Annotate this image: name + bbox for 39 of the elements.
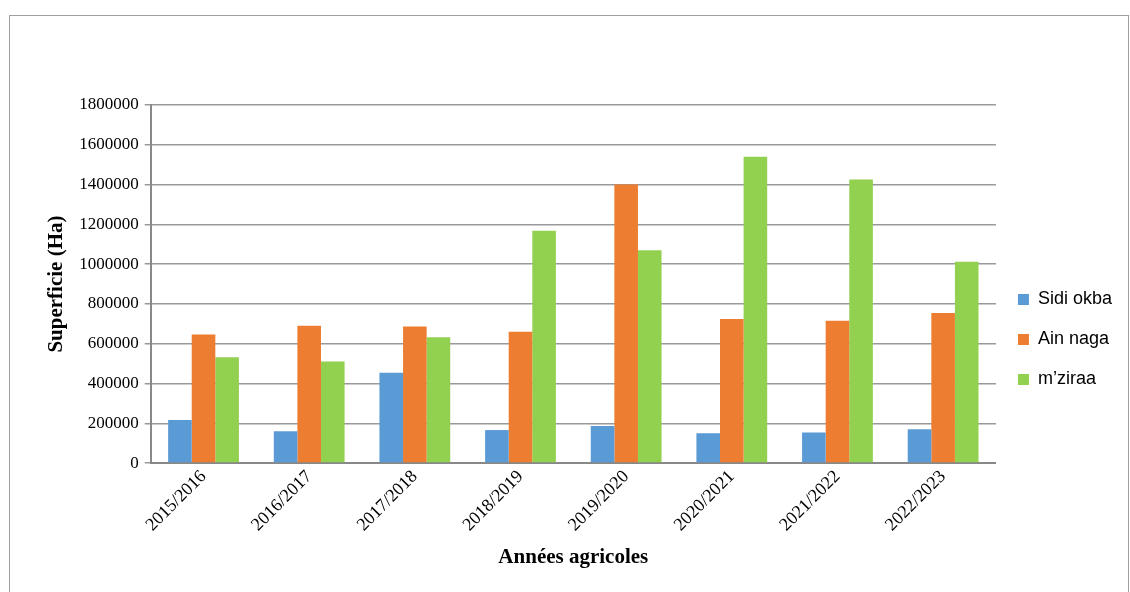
bar xyxy=(297,325,321,463)
y-tick-label: 1000000 xyxy=(79,253,139,273)
x-axis-title: Années agricoles xyxy=(498,543,649,568)
y-tick-label: 1800000 xyxy=(79,94,139,114)
bar xyxy=(485,430,509,463)
bar xyxy=(273,431,298,463)
bar xyxy=(168,420,192,463)
bar xyxy=(931,313,955,463)
bar xyxy=(191,334,216,463)
bar xyxy=(426,337,451,463)
bar xyxy=(849,179,873,463)
y-tick-label: 1200000 xyxy=(79,213,139,233)
y-tick-label: 600000 xyxy=(87,333,139,353)
legend-label: Ain naga xyxy=(1037,328,1110,349)
y-tick-label: 1600000 xyxy=(79,134,139,154)
bar xyxy=(320,361,345,463)
bar xyxy=(403,326,427,463)
legend-label: Sidi okba xyxy=(1037,288,1113,309)
y-axis-title: Superficie (Ha) xyxy=(43,215,68,353)
y-tick-label: 1400000 xyxy=(79,174,139,194)
bar xyxy=(379,372,404,463)
bar xyxy=(954,261,979,463)
y-tick-label: 800000 xyxy=(87,293,139,313)
bar xyxy=(215,357,239,463)
bar xyxy=(696,433,721,463)
y-tick-label: 0 xyxy=(130,452,139,472)
bar xyxy=(720,319,744,463)
bar xyxy=(743,156,768,463)
bar xyxy=(614,184,638,463)
bar xyxy=(637,250,662,463)
bar xyxy=(508,331,533,463)
y-tick-label: 400000 xyxy=(87,372,139,392)
bar xyxy=(825,320,850,463)
bar xyxy=(907,429,932,463)
legend-label: m’ziraa xyxy=(1037,368,1097,389)
bar xyxy=(590,426,615,463)
y-tick-label: 200000 xyxy=(87,412,139,432)
bar xyxy=(802,432,826,463)
bar xyxy=(532,230,556,463)
